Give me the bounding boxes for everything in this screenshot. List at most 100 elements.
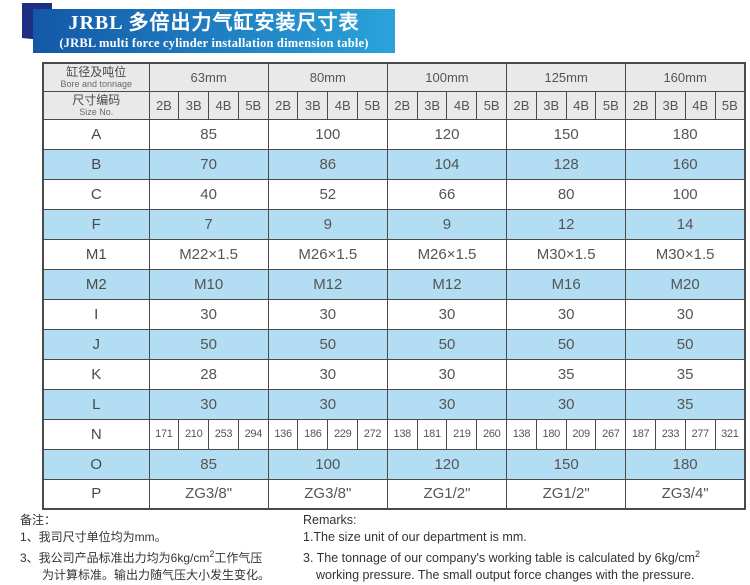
table-row: O 85 100 120 150 180 bbox=[42, 448, 746, 480]
table-cell: 120 bbox=[386, 118, 508, 150]
table-cell: 229 bbox=[327, 418, 359, 450]
table-row: F 7 9 9 12 14 bbox=[42, 208, 746, 240]
size-code-header: 5B bbox=[714, 90, 746, 120]
table-cell: 209 bbox=[565, 418, 597, 450]
table-row: B 70 86 104 128 160 bbox=[42, 148, 746, 180]
table-row: K 28 30 30 35 35 bbox=[42, 358, 746, 390]
table-cell: 138 bbox=[386, 418, 418, 450]
table-cell: M26×1.5 bbox=[386, 238, 508, 270]
table-cell: ZG3/4" bbox=[625, 478, 746, 510]
page-subtitle: (JRBL multi force cylinder installation … bbox=[59, 36, 369, 50]
table-cell: 253 bbox=[208, 418, 239, 450]
table-row: A 85 100 120 150 180 bbox=[42, 118, 746, 150]
table-row: M1 M22×1.5 M26×1.5 M26×1.5 M30×1.5 M30×1.5 bbox=[42, 238, 746, 270]
row-label: I bbox=[42, 298, 150, 330]
table-cell: 35 bbox=[506, 358, 627, 390]
table-cell: 100 bbox=[267, 448, 388, 480]
bore-tonnage-label-en: Bore and tonnage bbox=[60, 78, 133, 89]
table-cell: 272 bbox=[357, 418, 388, 450]
dimension-table: 缸径及吨位 Bore and tonnage 63mm 80mm 100mm 1… bbox=[42, 62, 746, 510]
table-cell: 30 bbox=[148, 388, 269, 420]
size-code-header: 4B bbox=[446, 90, 478, 120]
table-cell: 85 bbox=[148, 448, 269, 480]
notes-en-line3: working pressure. The small output force… bbox=[316, 568, 695, 583]
row-label: O bbox=[42, 448, 150, 480]
table-cell: 181 bbox=[416, 418, 448, 450]
table-row: C 40 52 66 80 100 bbox=[42, 178, 746, 210]
bore-column-160mm: 160mm bbox=[625, 62, 746, 92]
row-label: A bbox=[42, 118, 150, 150]
size-code-header: 4B bbox=[684, 90, 716, 120]
table-cell: 30 bbox=[506, 388, 627, 420]
table-cell: 180 bbox=[535, 418, 567, 450]
table-cell: 66 bbox=[386, 178, 508, 210]
notes-zh-line1: 1、我司尺寸单位均为mm。 bbox=[20, 530, 167, 544]
table-cell: 7 bbox=[148, 208, 269, 240]
row-label: B bbox=[42, 148, 150, 180]
table-cell: 30 bbox=[148, 298, 269, 330]
table-row: M2 M10 M12 M12 M16 M20 bbox=[42, 268, 746, 300]
table-cell: 35 bbox=[625, 358, 746, 390]
table-cell: 186 bbox=[297, 418, 329, 450]
size-code-header: 2B bbox=[267, 90, 299, 120]
table-cell: 50 bbox=[506, 328, 627, 360]
table-cell: 12 bbox=[506, 208, 627, 240]
bore-column-125mm: 125mm bbox=[506, 62, 627, 92]
size-code-header: 5B bbox=[357, 90, 388, 120]
bore-tonnage-header: 缸径及吨位 Bore and tonnage bbox=[42, 62, 150, 92]
size-no-header: 尺寸编码 Size No. bbox=[42, 90, 150, 120]
table-cell: 52 bbox=[267, 178, 388, 210]
table-cell: M12 bbox=[386, 268, 508, 300]
table-cell: 267 bbox=[595, 418, 627, 450]
table-cell: M12 bbox=[267, 268, 388, 300]
bore-column-63mm: 63mm bbox=[148, 62, 269, 92]
notes-en-heading: Remarks: bbox=[303, 513, 357, 527]
size-code-header: 5B bbox=[237, 90, 269, 120]
table-cell: 9 bbox=[267, 208, 388, 240]
table-cell: M30×1.5 bbox=[506, 238, 627, 270]
table-cell: 150 bbox=[506, 448, 627, 480]
table-cell: M16 bbox=[506, 268, 627, 300]
table-row: L 30 30 30 30 35 bbox=[42, 388, 746, 420]
size-code-header: 2B bbox=[386, 90, 418, 120]
table-cell: M20 bbox=[625, 268, 746, 300]
table-cell: ZG1/2" bbox=[506, 478, 627, 510]
table-cell: 219 bbox=[446, 418, 478, 450]
table-cell: 136 bbox=[267, 418, 299, 450]
table-cell: M22×1.5 bbox=[148, 238, 269, 270]
table-cell: M30×1.5 bbox=[625, 238, 746, 270]
row-label: P bbox=[42, 478, 150, 510]
row-label: J bbox=[42, 328, 150, 360]
table-cell: 35 bbox=[625, 388, 746, 420]
table-cell: 128 bbox=[506, 148, 627, 180]
table-cell: 277 bbox=[684, 418, 716, 450]
notes-en-line2: 3. The tonnage of our company's working … bbox=[303, 549, 700, 566]
table-cell: 14 bbox=[625, 208, 746, 240]
table-cell: 30 bbox=[267, 358, 388, 390]
table-cell: 50 bbox=[148, 328, 269, 360]
size-code-header: 2B bbox=[148, 90, 180, 120]
title-banner: JRBL 多倍出力气缸安装尺寸表 (JRBL multi force cylin… bbox=[33, 9, 395, 53]
table-row: J 50 50 50 50 50 bbox=[42, 328, 746, 360]
row-label: M2 bbox=[42, 268, 150, 300]
table-row: I 30 30 30 30 30 bbox=[42, 298, 746, 330]
notes-chinese: 备注： 1、我司尺寸单位均为mm。 3、我公司产品标准出力均为6kg/cm2工作… bbox=[20, 512, 298, 584]
table-cell: 294 bbox=[237, 418, 269, 450]
table-cell: 171 bbox=[148, 418, 180, 450]
size-code-header: 2B bbox=[506, 90, 537, 120]
table-cell: ZG3/8" bbox=[148, 478, 269, 510]
table-cell: 30 bbox=[386, 298, 508, 330]
table-row: N 171 210 253 294 136 186 229 272 138 181 219 260 138… bbox=[42, 418, 746, 450]
table-cell: 233 bbox=[655, 418, 686, 450]
table-cell: 70 bbox=[148, 148, 269, 180]
row-label: F bbox=[42, 208, 150, 240]
table-cell: 50 bbox=[267, 328, 388, 360]
table-cell: 260 bbox=[476, 418, 508, 450]
row-label: C bbox=[42, 178, 150, 210]
bore-column-100mm: 100mm bbox=[386, 62, 508, 92]
size-code-header: 2B bbox=[625, 90, 657, 120]
size-code-header: 3B bbox=[297, 90, 329, 120]
table-cell: 210 bbox=[178, 418, 210, 450]
notes-zh-line2: 3、我公司产品标准出力均为6kg/cm2工作气压 bbox=[20, 549, 263, 565]
